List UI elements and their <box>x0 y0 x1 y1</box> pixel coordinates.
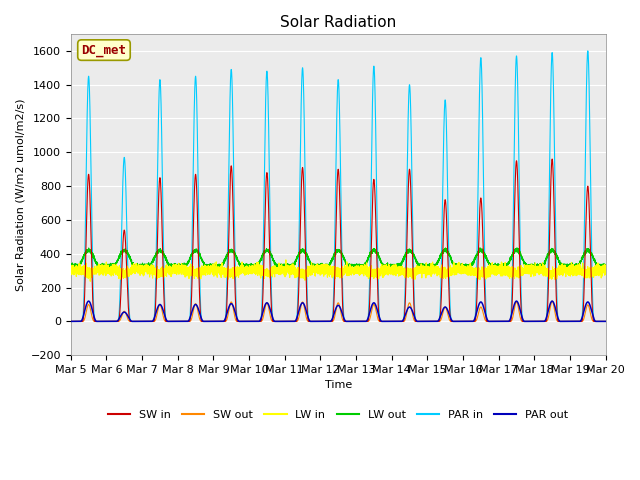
Text: DC_met: DC_met <box>81 44 127 57</box>
Title: Solar Radiation: Solar Radiation <box>280 15 396 30</box>
X-axis label: Time: Time <box>324 381 352 391</box>
Legend: SW in, SW out, LW in, LW out, PAR in, PAR out: SW in, SW out, LW in, LW out, PAR in, PA… <box>104 406 573 425</box>
Y-axis label: Solar Radiation (W/m2 umol/m2/s): Solar Radiation (W/m2 umol/m2/s) <box>15 98 25 291</box>
